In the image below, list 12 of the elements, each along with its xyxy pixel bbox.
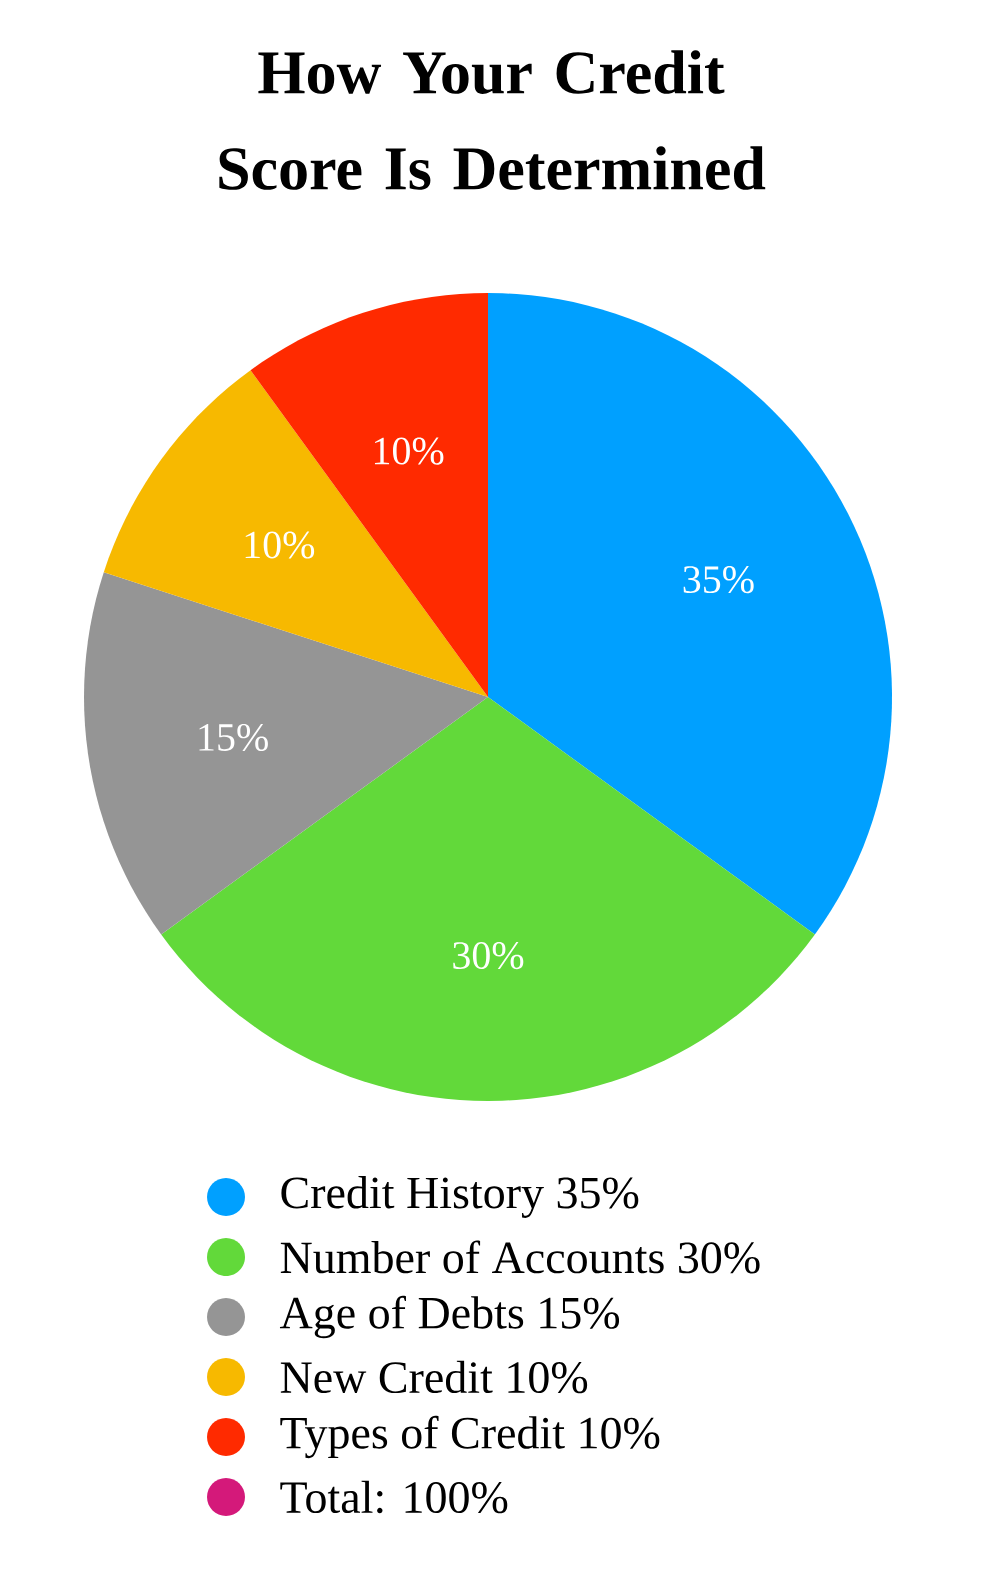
legend-label: Types of Credit 10% [280,1415,660,1459]
legend-label: Credit History 35% [281,1176,639,1218]
data-label: 10% [374,437,444,465]
chart-title: How Your Credit Score Is Determined [219,50,766,190]
data-label: 30% [453,942,524,970]
text: Total: 100% [280,1480,508,1514]
legend-label: Age of Debts 15% [279,1295,620,1339]
data-label: 15% [199,723,268,752]
data-label: 35% [683,566,754,594]
legend-label: New Credit 10% [280,1360,588,1394]
legend-label: Number of Accounts 30% [280,1240,760,1274]
data-label: 10% [245,531,315,559]
